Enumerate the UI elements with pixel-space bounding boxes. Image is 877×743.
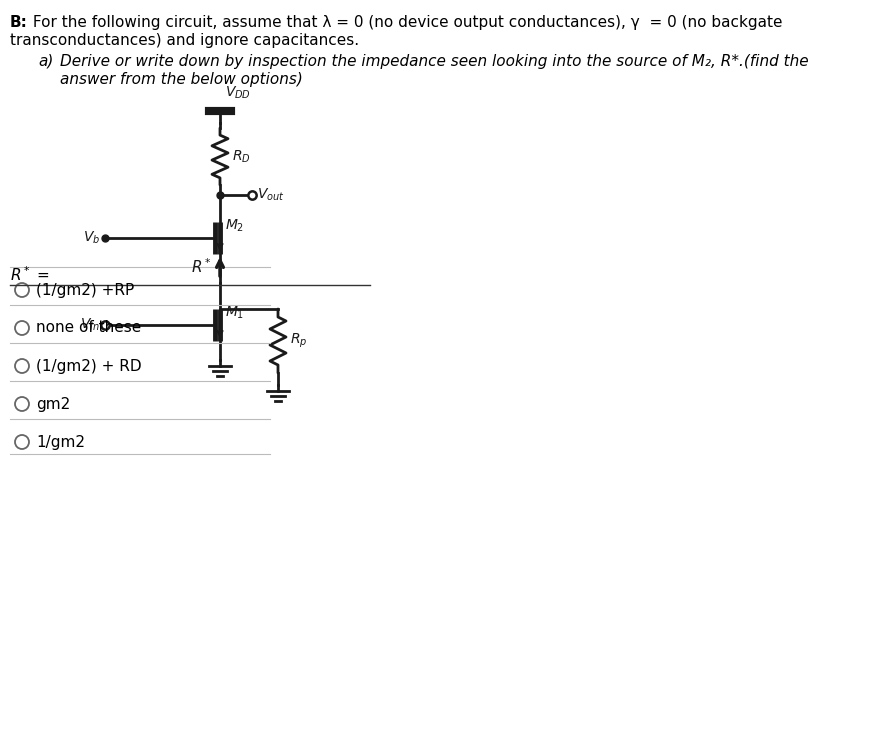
Text: $M_1$: $M_1$ xyxy=(225,305,244,321)
Text: $M_2$: $M_2$ xyxy=(225,218,244,234)
Text: (1/gm2) + RD: (1/gm2) + RD xyxy=(36,359,141,374)
Text: $R_p$: $R_p$ xyxy=(289,332,307,350)
Text: $V_{in}$: $V_{in}$ xyxy=(80,317,100,333)
Text: $R_D$: $R_D$ xyxy=(232,149,251,165)
Text: Derive or write down by inspection the impedance seen looking into the source of: Derive or write down by inspection the i… xyxy=(60,54,808,69)
Text: For the following circuit, assume that λ = 0 (no device output conductances), γ : For the following circuit, assume that λ… xyxy=(28,15,781,30)
Text: answer from the below options): answer from the below options) xyxy=(60,72,303,87)
Text: $V_b$: $V_b$ xyxy=(82,230,100,246)
Text: $V_{out}$: $V_{out}$ xyxy=(257,186,284,203)
Text: $R^*$ =: $R^*$ = xyxy=(10,265,50,284)
Text: 1/gm2: 1/gm2 xyxy=(36,435,85,450)
Text: a): a) xyxy=(38,54,53,69)
Text: transconductances) and ignore capacitances.: transconductances) and ignore capacitanc… xyxy=(10,33,359,48)
Text: gm2: gm2 xyxy=(36,397,70,412)
Text: (1/gm2) +RP: (1/gm2) +RP xyxy=(36,282,134,297)
Text: B:: B: xyxy=(10,15,28,30)
Text: none of these: none of these xyxy=(36,320,141,336)
Text: $V_{DD}$: $V_{DD}$ xyxy=(225,85,251,101)
Text: $R^*$: $R^*$ xyxy=(191,257,211,276)
